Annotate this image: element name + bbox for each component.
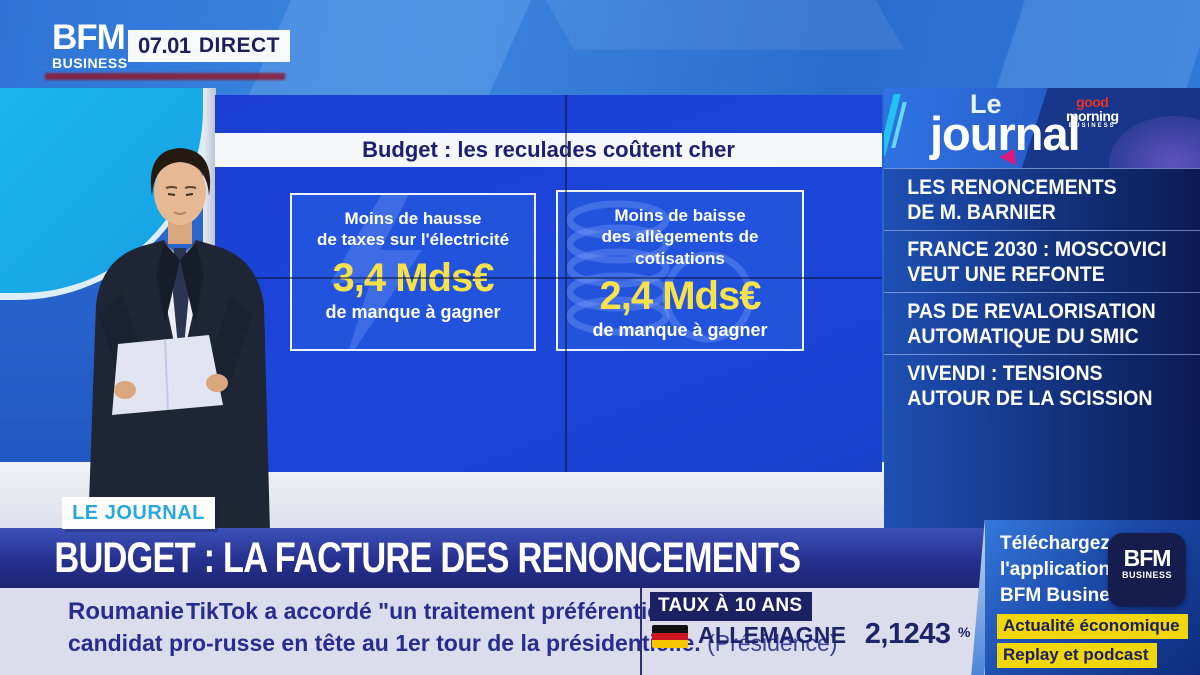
headline-banner: BUDGET : LA FACTURE DES RENONCEMENTS: [0, 528, 985, 588]
rate-value: 2,1243 %: [820, 618, 971, 651]
fact-box-line1: Moins de hausse: [344, 209, 482, 228]
ticker-line2-text: candidat pro-russe en tête au 1er tour d…: [68, 630, 701, 656]
headline-line2: DE M. BARNIER: [907, 200, 1056, 224]
logo-text-bottom: BUSINESS: [52, 55, 128, 71]
show-title: journal: [930, 107, 1081, 160]
headline-line2: AUTOMATIQUE DU SMIC: [907, 324, 1139, 348]
video-wall-screen: Budget : les reculades coûtent cher Moin…: [215, 95, 882, 472]
video-wall-seam-vertical: [565, 95, 567, 472]
gm-logo-line1: good: [1076, 94, 1109, 110]
ticker-divider: [640, 588, 642, 675]
fact-box-line2: des allègements de cotisations: [601, 227, 759, 268]
promo-badge-replay: Replay et podcast: [997, 643, 1157, 668]
screen-title: Budget : les reculades coûtent cher: [215, 133, 882, 167]
fact-box-electricity: Moins de hausse de taxes sur l'électrici…: [290, 193, 536, 351]
decorative-shape: [248, 0, 532, 95]
gm-logo-line2: morning: [1066, 108, 1119, 124]
headline-line2: AUTOUR DE LA SCISSION: [907, 386, 1153, 410]
gm-logo-sub: BUSINESS: [1068, 123, 1116, 129]
headline-item: LES RENONCEMENTS DE M. BARNIER: [884, 168, 1200, 230]
promo-line1: Téléchargez: [1000, 533, 1110, 554]
studio-red-strip: [45, 73, 285, 80]
good-morning-logo: good morning BUSINESS: [1066, 95, 1119, 129]
decorative-shape: [995, 0, 1200, 92]
promo-line3: BFM Business: [1000, 585, 1131, 606]
rate-number: 2,1243: [864, 618, 951, 650]
time-display: 07.01: [138, 33, 191, 58]
amount-value: 2,4 Mds€: [599, 273, 762, 318]
logo-text-top: BFM: [52, 18, 126, 57]
promo-badge-news: Actualité économique: [997, 614, 1188, 639]
fact-box-line2: de taxes sur l'électricité: [316, 230, 510, 250]
headline-item: FRANCE 2030 : MOSCOVICI VEUT UNE REFONTE: [884, 230, 1200, 292]
headline-line1: PAS DE REVALORISATION: [907, 300, 1156, 323]
banner-headline: BUDGET : LA FACTURE DES RENONCEMENTS: [54, 534, 801, 582]
lightning-icon: [330, 195, 422, 349]
promo-line2: l'application: [1000, 559, 1111, 580]
coins-icon: [566, 200, 754, 343]
germany-flag-icon: [652, 625, 688, 648]
live-badge: DIRECT: [198, 34, 280, 57]
fact-box-cotisations: Moins de baisse des allègements de cotis…: [556, 190, 804, 351]
fact-box-caption: de manque à gagner: [592, 319, 768, 340]
headline-item: PAS DE REVALORISATION AUTOMATIQUE DU SMI…: [884, 292, 1200, 354]
ticker-source: (Présidence): [707, 630, 838, 656]
fact-box-line1: Moins de baisse: [614, 206, 746, 225]
show-title-prefix: Le: [970, 89, 1002, 119]
bfm-business-logo: BFM BUSINESS: [52, 20, 128, 70]
app-promo-panel: Téléchargez l'application BFM Business B…: [985, 520, 1200, 675]
ticker-line2: candidat pro-russe en tête au 1er tour d…: [68, 630, 837, 657]
ticker-line1: TikTok a accordé "un traitement préféren…: [186, 598, 711, 624]
journal-header: Le journal good morning BUSINESS: [884, 88, 1200, 168]
headline-line1: LES RENONCEMENTS: [907, 176, 1117, 199]
decorative-shape: [545, 0, 905, 50]
video-wall-seam-horizontal: [215, 277, 882, 279]
headline-line2: VEUT UNE REFONTE: [907, 262, 1105, 286]
rate-unit: %: [958, 624, 970, 640]
headline-line1: VIVENDI : TENSIONS: [907, 362, 1103, 385]
bfm-app-icon: BFM BUSINESS: [1108, 533, 1186, 607]
news-ticker: Roumanie TikTok a accordé "un traitement…: [0, 588, 985, 675]
ticker-tag: Roumanie: [68, 598, 185, 625]
app-icon-text-bottom: BUSINESS: [1121, 570, 1172, 580]
headline-item: VIVENDI : TENSIONS AUTOUR DE LA SCISSION: [884, 354, 1200, 418]
rates-label: TAUX À 10 ANS: [650, 592, 813, 621]
headline-line1: FRANCE 2030 : MOSCOVICI: [907, 238, 1167, 261]
time-bar: 07.01 DIRECT: [128, 30, 290, 62]
banner-kicker: LE JOURNAL: [62, 497, 215, 529]
presenter: [88, 148, 270, 532]
app-icon-text-top: BFM: [1123, 545, 1172, 571]
sidebar-filler: [884, 418, 1200, 530]
fact-box-caption: de manque à gagner: [325, 301, 501, 322]
country-name: ALLEMAGNE: [698, 622, 847, 648]
journal-sidebar: Le journal good morning BUSINESS LES REN…: [884, 88, 1200, 530]
